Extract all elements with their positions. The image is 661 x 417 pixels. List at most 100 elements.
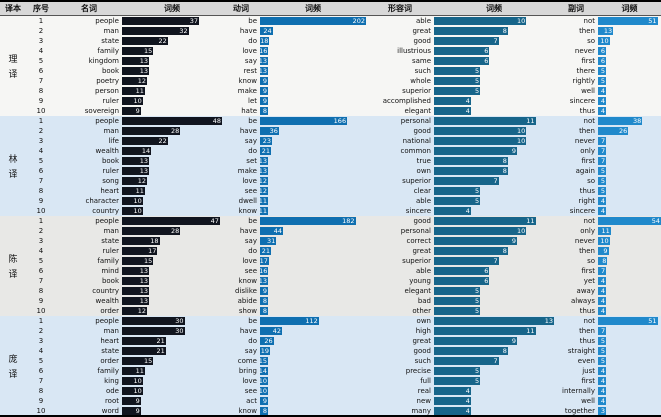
header-translator: 译本: [5, 4, 21, 13]
noun-frequency-bar: 10: [122, 377, 143, 385]
adjective-frequency-cell: 8: [434, 157, 554, 165]
noun-frequency-bar: 28: [122, 227, 181, 235]
adjective-frequency-bar: 8: [434, 157, 508, 165]
noun-frequency-cell: 21: [122, 347, 222, 355]
adjective-frequency-value: 7: [493, 356, 498, 365]
noun-word: man: [103, 227, 119, 235]
verb-frequency-bar: 8: [260, 107, 268, 115]
table-row: 4 ruler 17 do 21 great 8 then 9: [26, 246, 661, 256]
adjective-frequency-cell: 4: [434, 97, 554, 105]
noun-word: song: [102, 177, 119, 185]
noun-frequency-bar: 47: [122, 217, 220, 225]
header-adjective: 形容词: [388, 4, 412, 13]
adjective-frequency-value: 8: [502, 26, 507, 35]
adjective-frequency-bar: 13: [434, 317, 554, 325]
adjective-frequency-bar: 5: [434, 86, 481, 95]
adjective-frequency-bar: 7: [434, 37, 499, 45]
adverb-frequency-bar: 4: [598, 277, 606, 285]
adverb-frequency-value: 4: [600, 286, 605, 295]
header-adverb: 副词: [568, 4, 584, 13]
adjective-frequency-cell: 4: [434, 387, 554, 395]
adjective-frequency-cell: 10: [434, 127, 554, 135]
adjective-frequency-bar: 4: [434, 397, 471, 405]
noun-frequency-value: 13: [139, 276, 149, 285]
row-index: 7: [38, 277, 44, 285]
verb-frequency-value: 17: [259, 256, 268, 265]
row-index: 10: [36, 407, 46, 415]
adjective-word: young: [409, 277, 431, 285]
noun-frequency-value: 13: [139, 266, 149, 275]
noun-word: ruler: [102, 247, 119, 255]
table-row: 9 wealth 13 abide 8 bad 5 always 4: [26, 296, 661, 306]
verb-frequency-bar: 8: [260, 297, 268, 305]
noun-word: book: [101, 67, 119, 75]
verb-frequency-bar: 13: [259, 277, 268, 285]
noun-word: heart: [100, 337, 119, 345]
adverb-frequency-cell: 5: [598, 357, 661, 365]
noun-frequency-cell: 11: [122, 87, 222, 95]
verb-frequency-value: 13: [258, 156, 267, 165]
verb-word: do: [248, 337, 257, 345]
row-index: 3: [38, 137, 44, 145]
adverb-frequency-bar: 7: [598, 267, 607, 275]
table-row: 4 family 15 love 16 illustrious 6 never 6: [26, 46, 661, 56]
adjective-frequency-value: 5: [475, 196, 480, 205]
verb-frequency-cell: 24: [260, 27, 366, 35]
verb-frequency-value: 8: [262, 306, 267, 315]
adjective-frequency-bar: 10: [434, 127, 527, 135]
adverb-word: sincere: [569, 207, 595, 215]
adverb-frequency-cell: 5: [598, 167, 661, 175]
noun-frequency-bar: 28: [122, 127, 181, 135]
adverb-word: well: [581, 87, 595, 95]
verb-frequency-bar: 13: [259, 67, 268, 75]
noun-frequency-value: 12: [137, 76, 146, 85]
header-verb: 动词: [233, 4, 249, 13]
adjective-frequency-value: 8: [502, 166, 507, 175]
adjective-frequency-value: 5: [475, 66, 480, 75]
noun-frequency-cell: 15: [122, 357, 222, 365]
verb-word: come: [237, 357, 257, 365]
translator-label: 庞译: [0, 316, 26, 415]
adverb-frequency-bar: 51: [598, 17, 658, 25]
adverb-frequency-cell: 54: [598, 217, 661, 225]
adverb-frequency-cell: 6: [598, 57, 661, 65]
adjective-frequency-bar: 8: [434, 247, 508, 255]
verb-frequency-value: 9: [262, 396, 267, 405]
table-row: 8 country 13 dislike 9 elegant 5 away 4: [26, 286, 661, 296]
table-body: 理译 1 people 37 be 202 able 10 not 51 2 man 32 have 24 g…: [0, 16, 661, 415]
noun-frequency-value: 21: [156, 336, 165, 345]
adjective-frequency-value: 5: [475, 306, 480, 315]
adjective-frequency-bar: 6: [434, 267, 490, 275]
adjective-frequency-bar: 4: [434, 207, 471, 215]
verb-frequency-bar: 14: [259, 367, 268, 375]
verb-frequency-value: 11: [258, 206, 267, 215]
noun-frequency-value: 13: [139, 286, 149, 295]
adverb-word: away: [576, 287, 595, 295]
noun-word: ruler: [102, 167, 119, 175]
verb-word: let: [248, 97, 257, 105]
adverb-frequency-value: 4: [600, 96, 605, 105]
adverb-word: first: [581, 267, 595, 275]
verb-frequency-value: 9: [262, 76, 267, 85]
table-row: 2 man 28 have 44 personal 10 only 11: [26, 226, 661, 236]
adjective-frequency-value: 5: [475, 86, 480, 95]
adjective-word: own: [416, 167, 431, 175]
adjective-word: good: [413, 37, 431, 45]
adjective-frequency-bar: 8: [434, 27, 508, 35]
adjective-frequency-value: 6: [484, 56, 489, 65]
noun-frequency-bar: 15: [122, 357, 154, 365]
table-row: 2 man 30 have 42 high 11 then 7: [26, 326, 661, 336]
noun-frequency-bar: 11: [122, 367, 145, 375]
row-index: 4: [38, 147, 44, 155]
noun-frequency-bar: 9: [122, 407, 141, 415]
noun-frequency-bar: 11: [122, 87, 145, 95]
verb-word: see: [244, 387, 257, 395]
noun-frequency-bar: 21: [122, 337, 166, 345]
adverb-frequency-value: 5: [600, 166, 605, 175]
noun-word: ruler: [102, 97, 119, 105]
translator-char: 林: [8, 155, 18, 165]
adjective-frequency-bar: 5: [434, 306, 481, 315]
table-row: 2 man 32 have 24 great 8 then 13: [26, 26, 661, 36]
adjective-frequency-cell: 5: [434, 77, 554, 85]
adjective-frequency-bar: 11: [434, 117, 536, 125]
